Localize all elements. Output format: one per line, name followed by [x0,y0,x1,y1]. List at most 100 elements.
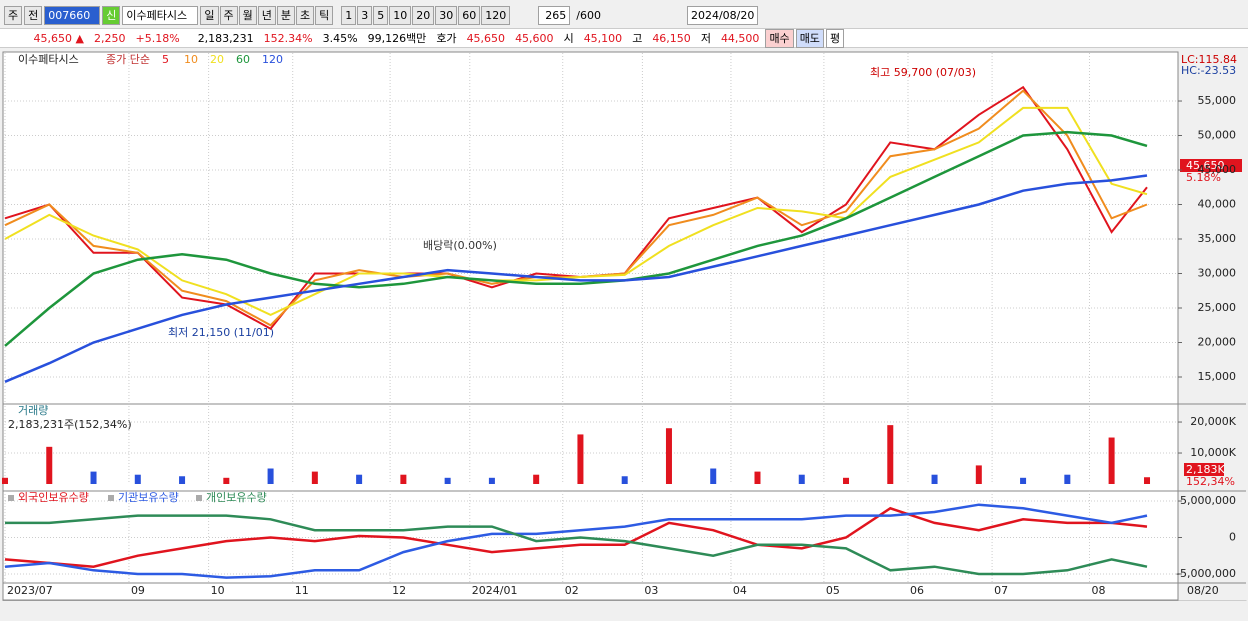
x-tick-label: 2023/07 [7,584,53,597]
x-tick-label: 08 [1091,584,1105,597]
legend-swatch [196,495,202,501]
annotation: 배당락(0.00%) [423,239,497,252]
volume-bar [356,474,363,484]
x-tick-label: 07 [994,584,1008,597]
low-label: 저 [700,32,711,45]
y-tick-label: 25,000 [1198,301,1237,314]
interval-button[interactable]: 월 [238,5,257,25]
y-tick-label: 30,000 [1198,267,1237,280]
legend-entry: 개인보유수량 [206,491,267,504]
x-tick-label: 11 [295,584,309,597]
volume-bar [311,471,318,484]
volume-bar [1144,477,1151,484]
series-line [4,506,1148,568]
minute-button[interactable]: 3 [357,5,373,25]
legend-entry: 20 [210,53,224,66]
panel-title: 거래량 [18,404,48,417]
rate: +5.18% [135,31,180,45]
x-end-label: 08/20 [1187,584,1219,597]
code-input[interactable]: 007660 [44,5,101,25]
interval-button[interactable]: 분 [276,5,295,25]
bid: 45,600 [515,31,554,45]
y-tick-label: 15,000 [1198,370,1237,383]
y-tick-label: 10,000K [1190,446,1236,459]
minute-button[interactable]: 120 [481,5,511,25]
turnover: 3.45% [322,31,358,45]
minute-button[interactable]: 60 [458,5,481,25]
volume-bar [90,471,97,484]
y-tick-label: 0 [1229,531,1236,544]
volume-bar [444,477,451,484]
volume-bar [1064,474,1071,484]
volume-bar [488,477,495,484]
count[interactable]: 265 [538,5,571,25]
open: 45,100 [583,31,623,45]
annotation: 최고 59,700 (07/03) [870,66,976,79]
y-tick-label: 50,000 [1198,129,1237,142]
interval-button[interactable]: 초 [296,5,315,25]
legend-swatch [108,495,114,501]
open-label: 시 [563,32,574,45]
volume-bar [975,465,982,484]
eval-button[interactable]: 평 [825,28,845,48]
interval-button[interactable]: 주 [219,5,238,25]
credit[interactable]: 신 [102,5,121,25]
ask-label: 호가 [436,32,457,45]
volume-bar [46,446,53,484]
minute-button[interactable]: 5 [373,5,389,25]
volume-bar [887,425,894,484]
x-tick-label: 02 [565,584,579,597]
high-label: 고 [632,32,643,45]
interval-button[interactable]: 일 [200,5,219,25]
buy-button[interactable]: 매수 [765,28,794,48]
sell-button[interactable]: 매도 [795,28,824,48]
last-volume: 2,183K [1186,463,1225,476]
prev[interactable]: 전 [24,5,43,25]
y-tick-label: 20,000K [1190,415,1236,428]
y-tick-label: 35,000 [1198,232,1237,245]
amount: 99,126백만 [367,32,427,45]
interval-button[interactable]: 년 [257,5,276,25]
volume-bar [2,477,8,484]
minutes: 1 3 5 10 20 30 60 120 [341,5,511,25]
x-tick-label: 06 [910,584,924,597]
volume-bar [665,428,672,484]
x-tick-label: 03 [644,584,658,597]
series-line [5,514,1148,576]
x-tick-label: 12 [392,584,406,597]
legend-entry: 10 [184,53,198,66]
minute-button[interactable]: 1 [341,5,357,25]
date[interactable]: 2024/08/20 [686,5,759,25]
volume-bar [179,476,186,484]
volume-bar [843,477,850,484]
volume-bar [931,474,938,484]
count-max: /600 [576,8,601,22]
last-rate: 5.18% [1186,171,1221,184]
legend-entry: 60 [236,53,250,66]
y-tick-label: 40,000 [1198,198,1237,211]
minute-button[interactable]: 30 [435,5,458,25]
minute-button[interactable]: 10 [389,5,412,25]
plot-bg [2,51,1179,601]
change: 2,250 [94,31,126,45]
series-line [4,130,1148,347]
low: 44,500 [720,31,760,45]
y-tick-label: -5,000,000 [1176,567,1236,580]
series-line [4,503,1148,579]
volume-bar [1108,437,1115,484]
interval-button[interactable]: 틱 [315,5,334,25]
x-tick-label: 09 [131,584,145,597]
series-line [4,106,1148,317]
volume-bar [798,474,805,484]
last-price: 45,650 [1186,159,1225,172]
legend-entry: 5 [162,53,169,66]
quote-bar: 45,650 ▲ 2,250 +5.18% 2,183,231 152.34% … [0,28,1248,48]
y-tick-label: 5,000,000 [1180,494,1236,507]
y-tick-label: 20,000 [1198,335,1237,348]
stock-name: 이수페타시스 [122,5,199,25]
period[interactable]: 주 [4,5,23,25]
minute-button[interactable]: 20 [412,5,435,25]
volume-bar [223,477,230,484]
